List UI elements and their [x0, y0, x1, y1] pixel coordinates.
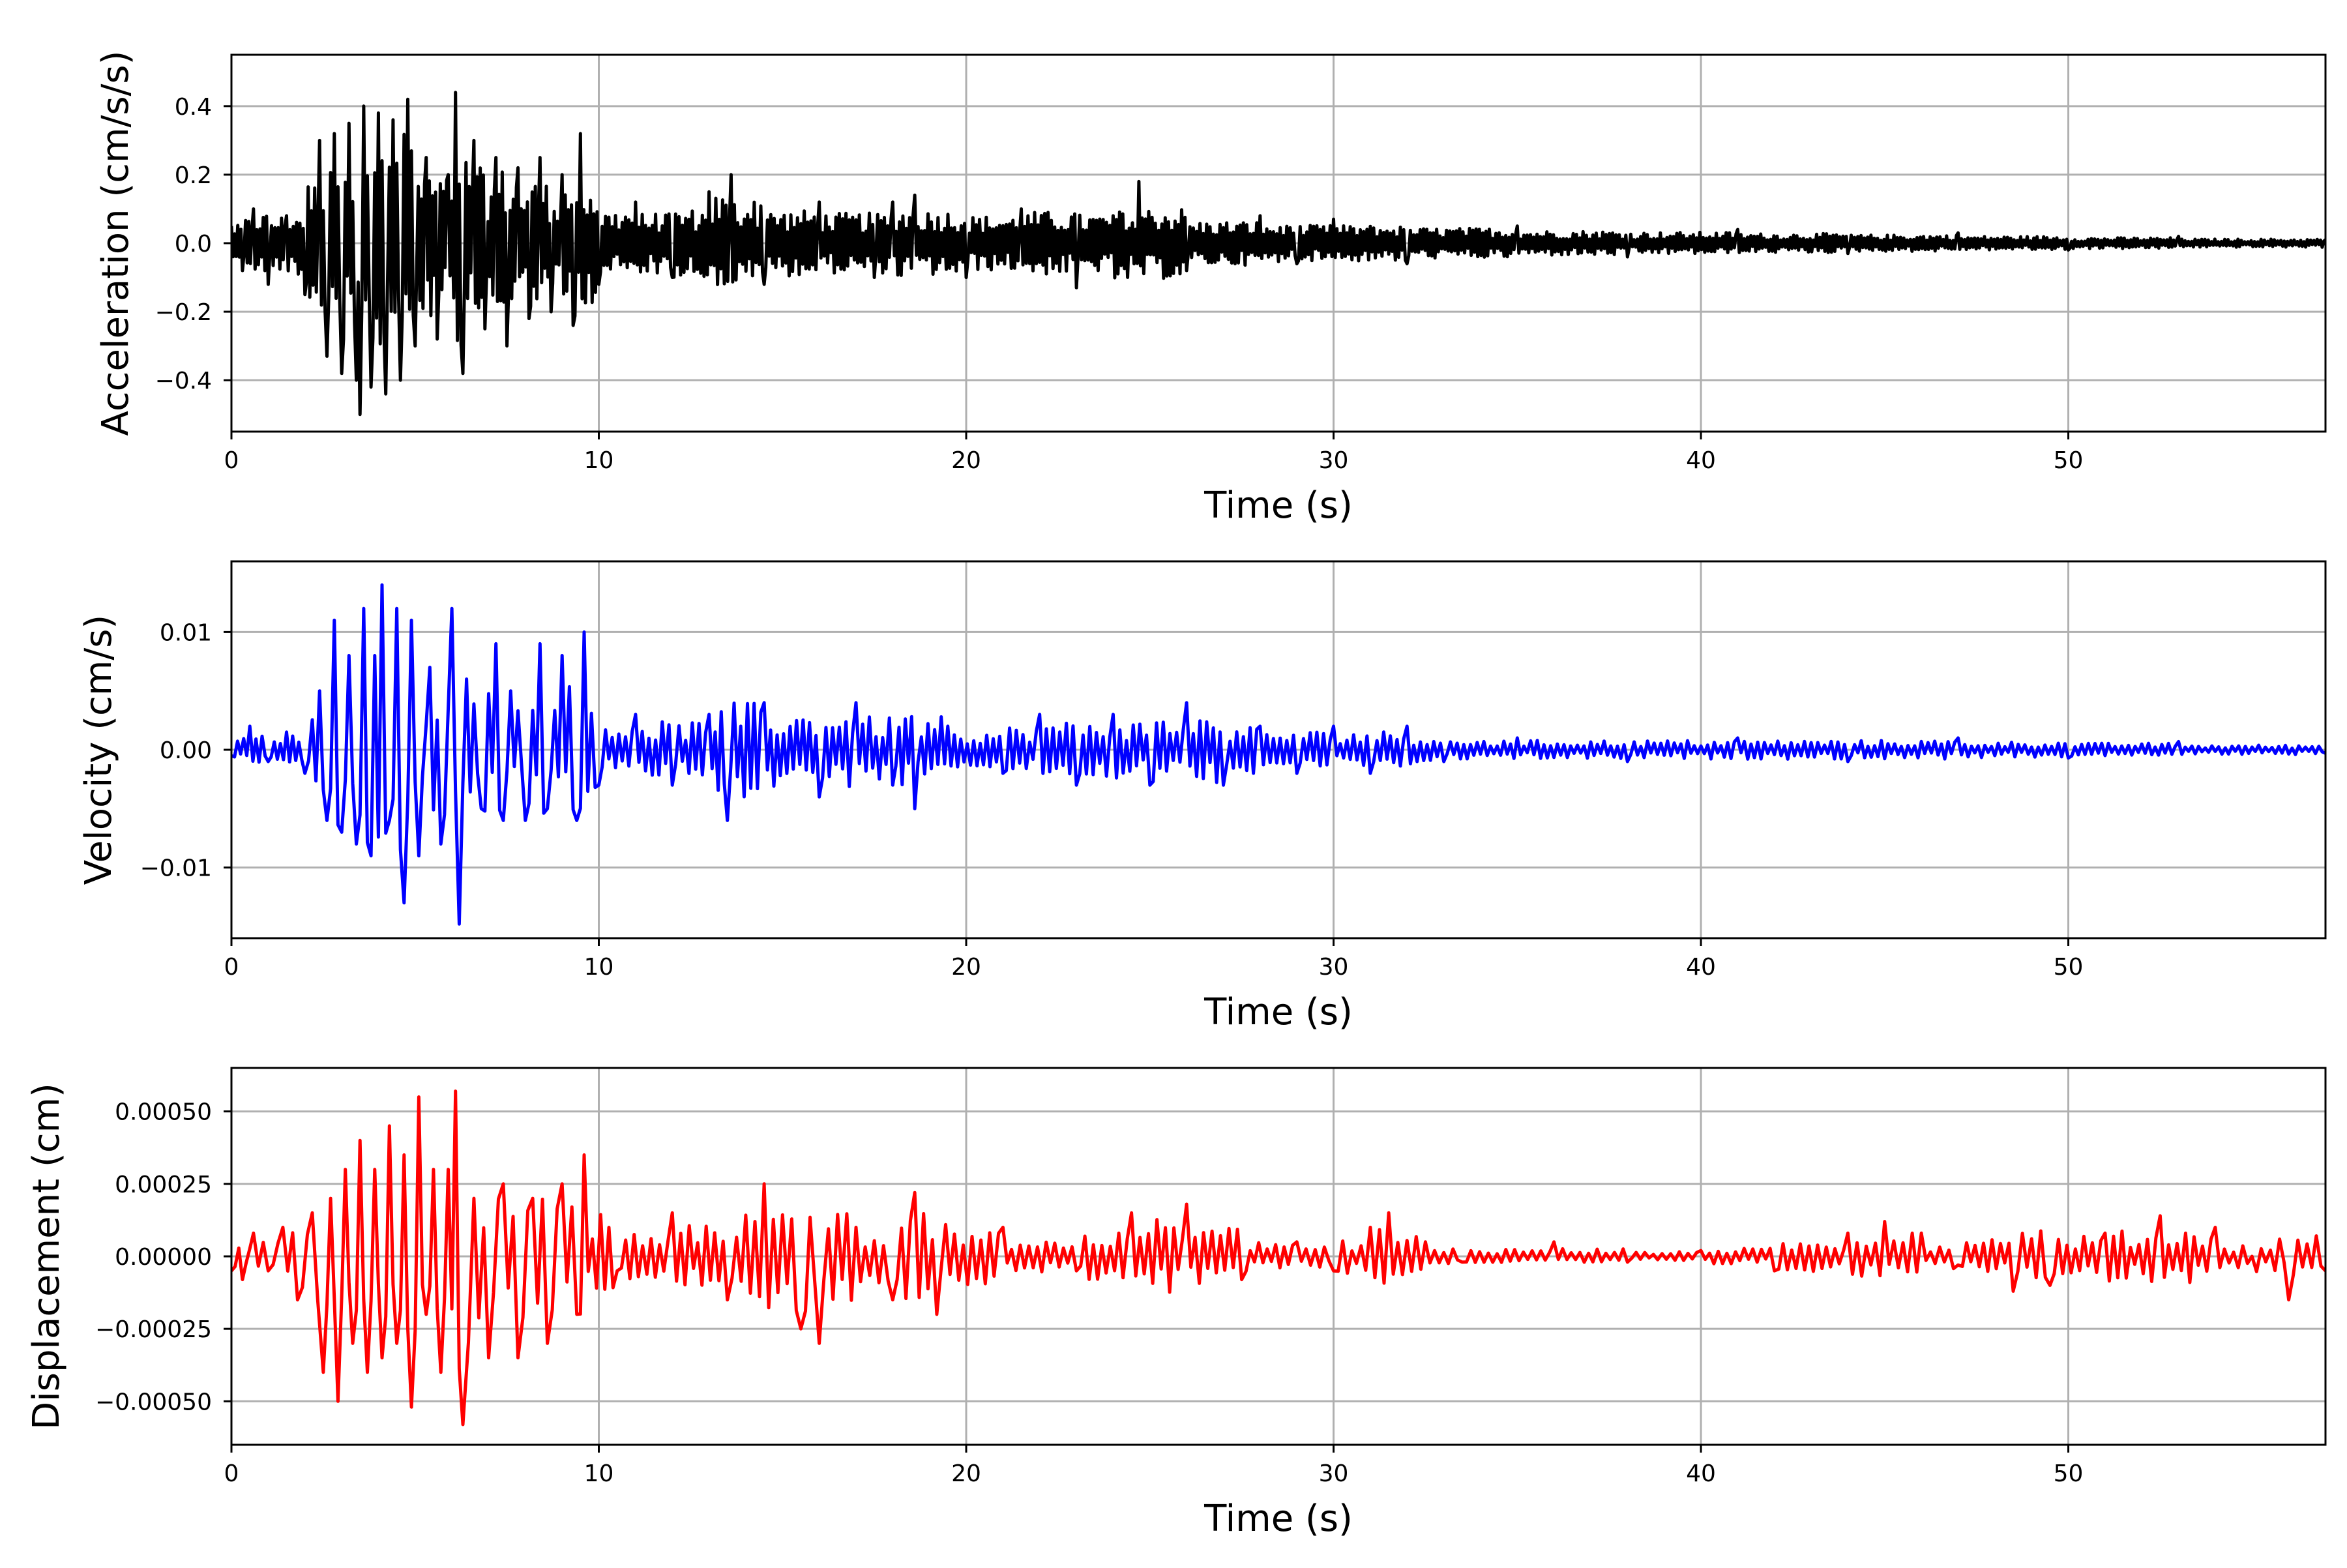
x-tick-label: 40 — [1686, 447, 1716, 474]
y-tick-label: 0.00050 — [115, 1099, 212, 1126]
x-tick-label: 30 — [1319, 1460, 1349, 1487]
y-tick-label: −0.2 — [155, 299, 212, 326]
y-tick-label: 0.00025 — [115, 1172, 212, 1198]
x-axis-label: Time (s) — [1203, 1498, 1353, 1540]
acceleration-series-line — [231, 91, 2325, 417]
y-axis-label: Acceleration (cm/s/s) — [95, 51, 137, 436]
velocity-panel: 0 10 20 30 40 50 −0.01 0.00 0.01 Time (s) Velocity… — [78, 560, 2327, 1033]
x-tick-label: 40 — [1686, 1460, 1716, 1487]
x-tick-label: 30 — [1319, 954, 1349, 981]
x-axis-label: Time (s) — [1203, 484, 1353, 527]
y-tick-label: 0.2 — [175, 162, 212, 189]
x-tick-label: 30 — [1319, 447, 1349, 474]
y-tick-label: 0.0 — [175, 231, 212, 258]
x-tick-label: 20 — [951, 954, 981, 981]
y-axis-label: Velocity (cm/s) — [78, 615, 120, 885]
y-axis-label: Displacement (cm) — [25, 1083, 68, 1430]
velocity-series-line — [231, 583, 2325, 926]
x-tick-label: 40 — [1686, 954, 1716, 981]
y-tick-label: 0.00000 — [115, 1244, 212, 1271]
x-tick-label: 50 — [2054, 1460, 2084, 1487]
x-tick-label: 50 — [2054, 954, 2084, 981]
x-tick-label: 10 — [584, 447, 614, 474]
x-tick-label: 50 — [2054, 447, 2084, 474]
x-tick-label: 0 — [224, 1460, 239, 1487]
x-tick-label: 20 — [951, 447, 981, 474]
y-tick-label: −0.00050 — [95, 1389, 212, 1415]
y-tick-label: 0.01 — [160, 619, 212, 646]
y-tick-label: −0.4 — [155, 368, 212, 394]
x-tick-label: 20 — [951, 1460, 981, 1487]
displacement-series-line — [231, 1089, 2325, 1427]
x-tick-label: 10 — [584, 1460, 614, 1487]
acceleration-panel: 0 10 20 30 40 50 −0.4 −0.2 0.0 0.2 0.4 Time (s) Acce… — [95, 51, 2327, 527]
x-axis-label: Time (s) — [1203, 991, 1353, 1033]
y-tick-label: 0.00 — [160, 737, 212, 764]
y-tick-label: −0.01 — [140, 855, 212, 882]
y-tick-label: 0.4 — [175, 94, 212, 121]
x-tick-label: 0 — [224, 954, 239, 981]
x-tick-label: 0 — [224, 447, 239, 474]
displacement-panel: 0 10 20 30 40 50 −0.00050 −0.00025 0.00000 0.0002… — [25, 1067, 2327, 1540]
x-tick-label: 10 — [584, 954, 614, 981]
y-tick-label: −0.00025 — [95, 1316, 212, 1343]
